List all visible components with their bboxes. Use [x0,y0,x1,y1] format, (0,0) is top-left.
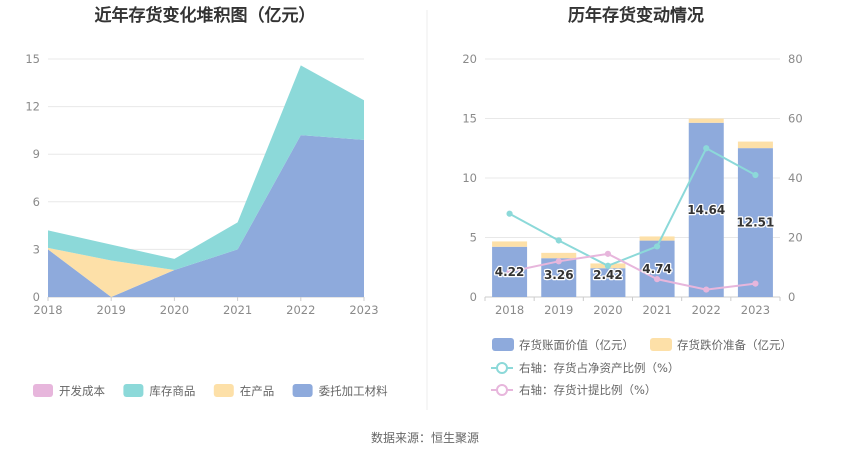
right-x-tick-label: 2021 [642,303,671,317]
right-left-y-tick-label: 5 [470,231,477,245]
left-y-tick-label: 15 [25,52,40,66]
right-chart-legend: 存货账面价值（亿元） 存货跌价准备（亿元） 右轴：存货占净资产比例（%） 右轴：存货计… [491,338,792,397]
left-x-tick-label: 2018 [33,303,62,317]
legend-swatch [292,384,313,397]
bar-impairment-reserve [639,236,675,241]
right-chart-title: 历年存货变动情况 [568,5,704,26]
legend-label: 存货跌价准备（亿元） [677,338,792,352]
left-x-tick-label: 2019 [97,303,126,317]
legend-swatch [33,384,53,397]
right-x-tick-label: 2020 [593,303,622,317]
legend-swatch [213,384,234,397]
legend-swatch [492,338,514,351]
inventory-bar-line-chart: 0 5 10 15 20 0 20 40 60 80 2018 2019 2020 2021 2022 202… [462,52,802,317]
left-chart-legend: 开发成本 库存商品 在产品 委托加工材料 [33,384,388,398]
legend-label: 存货账面价值（亿元） [519,338,634,352]
right-right-y-tick-label: 60 [788,112,803,126]
line-point [555,258,562,265]
left-x-tick-label: 2021 [223,303,252,317]
left-y-tick-label: 9 [33,147,40,161]
right-x-tick-label: 2022 [692,303,721,317]
line-point [506,210,513,217]
line-point [752,171,759,179]
legend-label: 在产品 [240,384,274,398]
data-source: 数据来源：恒生聚源 [371,430,479,445]
right-x-tick-label: 2018 [495,303,524,317]
line-point [653,243,661,250]
stacked-area-chart: 0 3 6 9 12 15 2018 2019 2020 2021 2022 2023 [25,52,378,317]
line-point [752,280,759,287]
bar-value-label: 4.22 [495,265,525,279]
bar-value-label: 2.42 [593,268,623,282]
legend-label: 库存商品 [149,384,195,398]
right-left-y-tick-label: 20 [462,52,477,66]
line-point [703,286,710,293]
area-series-库存商品 [48,65,364,271]
bar-book-value [590,268,626,297]
right-right-y-tick-label: 0 [788,290,795,304]
legend-line-marker [496,362,508,374]
right-right-y-tick-label: 40 [788,171,803,185]
line-point [703,145,710,152]
right-right-y-tick-label: 20 [788,231,803,245]
legend-label: 委托加工材料 [319,384,388,398]
bar-impairment-reserve [492,241,528,247]
bar-book-value [688,122,724,297]
line-point [506,268,513,275]
right-x-tick-label: 2019 [544,303,573,317]
area-series-委托加工材料 [48,135,364,297]
line-point [653,276,661,283]
left-y-tick-label: 6 [33,195,40,209]
legend-label: 右轴：存货占净资产比例（%） [519,361,679,375]
right-right-y-tick-label: 80 [788,52,803,66]
legend-swatch [123,384,144,397]
right-left-y-tick-label: 15 [462,112,477,126]
bar-value-label: 4.74 [642,262,672,276]
bar-impairment-reserve [541,252,577,259]
legend-swatch [650,338,672,351]
right-left-y-tick-label: 10 [462,171,477,185]
bar-impairment-reserve [737,141,773,149]
line-point [555,237,562,244]
legend-line-marker [496,384,508,396]
bar-value-label: 12.51 [736,216,774,230]
legend-label: 右轴：存货计提比例（%） [519,383,656,397]
left-y-tick-label: 0 [33,290,40,304]
line-inventory-to-net-assets [509,146,756,267]
left-x-tick-label: 2020 [160,303,189,317]
bar-value-label: 14.64 [687,203,725,217]
right-left-y-tick-label: 0 [470,290,477,304]
bar-impairment-reserve [688,118,724,123]
left-x-tick-label: 2023 [349,303,378,317]
line-impairment-ratio [509,252,756,291]
left-x-tick-label: 2022 [286,303,315,317]
line-point [604,250,612,257]
left-y-tick-label: 3 [33,242,40,256]
legend-label: 开发成本 [59,384,105,398]
right-x-tick-label: 2023 [741,303,770,317]
left-y-tick-label: 12 [25,100,40,114]
left-chart-title: 近年存货变化堆积图（亿元） [95,5,316,26]
bar-value-label: 3.26 [544,268,574,282]
line-point [604,262,612,269]
